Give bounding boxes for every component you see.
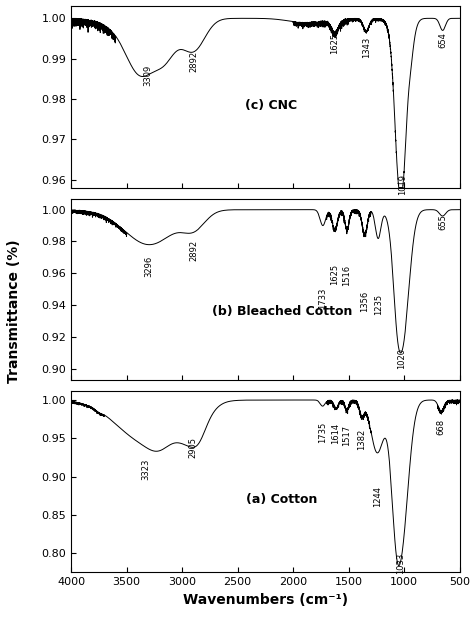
Text: 1382: 1382 (357, 429, 366, 450)
Text: 654: 654 (438, 32, 447, 49)
Text: 1517: 1517 (342, 424, 351, 445)
Text: 3309: 3309 (143, 65, 152, 86)
Text: 2892: 2892 (190, 52, 199, 73)
Text: 1033: 1033 (396, 553, 405, 574)
Text: 1019: 1019 (398, 174, 407, 195)
Text: (a) Cotton: (a) Cotton (246, 493, 318, 506)
Text: 1235: 1235 (374, 294, 383, 315)
Text: (c) CNC: (c) CNC (245, 100, 297, 113)
Text: 2892: 2892 (190, 240, 199, 261)
Text: 3323: 3323 (142, 458, 151, 480)
Text: 1614: 1614 (332, 423, 340, 444)
Text: 1020: 1020 (398, 348, 407, 369)
Text: 655: 655 (438, 215, 447, 230)
Text: Transmittance (%): Transmittance (%) (7, 239, 21, 383)
Text: 1625: 1625 (330, 32, 339, 53)
Text: 1343: 1343 (362, 37, 371, 58)
X-axis label: Wavenumbers (cm⁻¹): Wavenumbers (cm⁻¹) (183, 593, 348, 606)
Text: (b) Bleached Cotton: (b) Bleached Cotton (212, 305, 352, 317)
Text: 1625: 1625 (330, 264, 339, 285)
Text: 1735: 1735 (318, 422, 327, 443)
Text: 668: 668 (437, 419, 446, 435)
Text: 1516: 1516 (342, 266, 351, 287)
Text: 3296: 3296 (145, 256, 154, 277)
Text: 1356: 1356 (360, 291, 369, 312)
Text: 2905: 2905 (188, 437, 197, 458)
Text: 1733: 1733 (319, 287, 328, 309)
Text: 1244: 1244 (373, 486, 382, 507)
